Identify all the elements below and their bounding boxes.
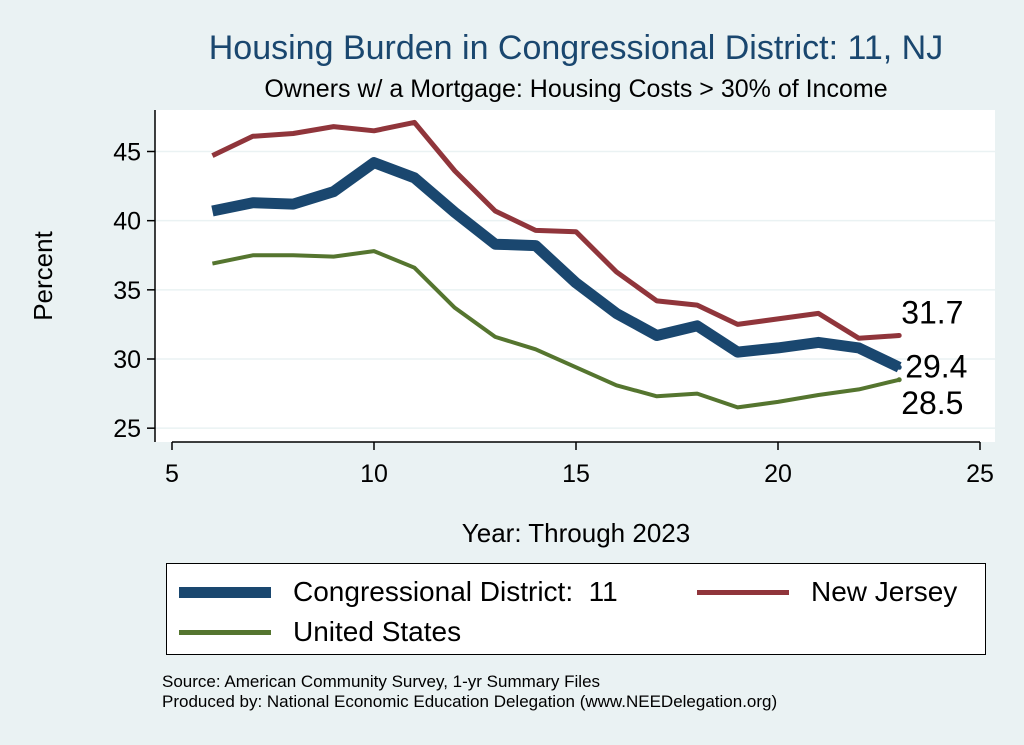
end-label-district: 29.4 (905, 348, 967, 384)
legend-swatch-nj (697, 589, 789, 595)
x-tick-label-25: 25 (966, 460, 994, 488)
chart-title: Housing Burden in Congressional District… (209, 29, 944, 67)
legend-item-us: United States (179, 616, 461, 648)
series-endpoint-nj (896, 332, 902, 338)
end-labels: 29.4 31.7 28.5 (901, 294, 967, 420)
series-line-us (211, 249, 900, 410)
y-tick-label-25: 25 (113, 415, 141, 443)
legend-label-us: United States (293, 616, 462, 647)
y-tick-label-30: 30 (113, 346, 141, 374)
legend-item-nj: New Jersey (697, 576, 957, 608)
axes: 25 30 35 40 45 5 10 15 20 25 (113, 110, 994, 488)
series-endpoint-district (896, 364, 902, 370)
end-label-us: 28.5 (901, 385, 963, 421)
x-tick-label-10: 10 (360, 460, 388, 488)
gridlines (155, 150, 995, 429)
series-endpoint-us (896, 377, 902, 383)
series-lines (211, 119, 902, 410)
y-axis-label: Percent (28, 230, 58, 320)
series-line-district (211, 157, 902, 373)
producer-note: Produced by: National Economic Education… (162, 692, 778, 711)
x-tick-label-5: 5 (165, 460, 179, 488)
legend-swatch-us (179, 629, 271, 635)
y-tick-label-45: 45 (113, 139, 141, 167)
legend-label-nj: New Jersey (811, 576, 958, 607)
x-tick-label-20: 20 (764, 460, 792, 488)
x-axis-label: Year: Through 2023 (462, 518, 690, 548)
legend-item-district: Congressional District: 11 (179, 576, 618, 608)
x-tick-label-15: 15 (562, 460, 590, 488)
y-tick-label-40: 40 (113, 208, 141, 236)
series-line-nj (211, 119, 900, 341)
legend: Congressional District: 11 New Jersey Un… (166, 563, 986, 655)
chart-subtitle: Owners w/ a Mortgage: Housing Costs > 30… (264, 75, 887, 103)
source-note: Source: American Community Survey, 1-yr … (162, 672, 601, 691)
end-label-nj: 31.7 (901, 294, 963, 330)
legend-label-district: Congressional District: 11 (293, 576, 618, 607)
legend-swatch-district (179, 586, 271, 598)
y-tick-label-35: 35 (113, 277, 141, 305)
